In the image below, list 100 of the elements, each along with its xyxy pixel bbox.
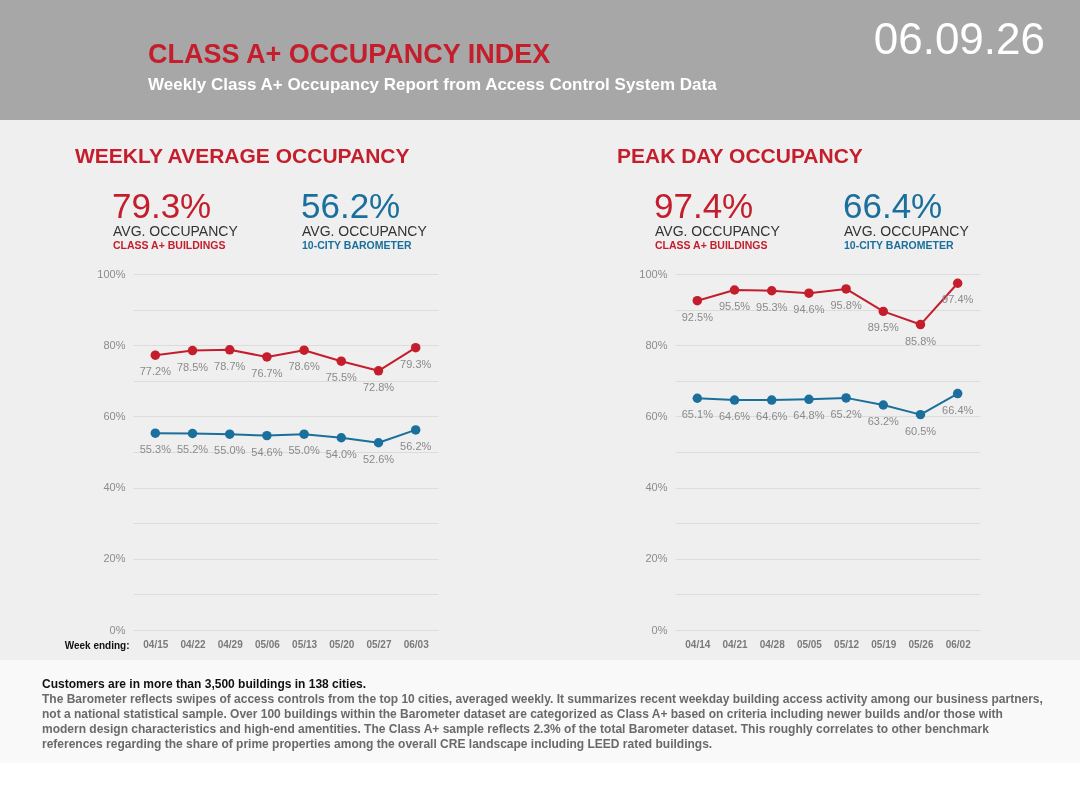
point: [299, 429, 309, 439]
point: [262, 352, 272, 362]
point: [878, 400, 889, 410]
point: [915, 319, 926, 330]
point: [224, 429, 235, 439]
point: [729, 395, 740, 405]
data-label: 55.0%: [288, 444, 320, 457]
y-tick-label: 20%: [645, 552, 668, 565]
x-tick-label: 04/28: [759, 638, 786, 650]
y-tick-label: 60%: [103, 409, 126, 422]
text: CLASS A+ OCCUPANCY INDEX: [148, 39, 551, 69]
point: [729, 285, 740, 295]
point: [766, 395, 777, 405]
y-tick-label: 100%: [639, 267, 668, 280]
data-label: 78.6%: [288, 360, 320, 373]
point: [373, 366, 384, 376]
y-tick-label: 80%: [103, 338, 126, 351]
x-tick-label: 05/06: [254, 638, 281, 650]
text: Customers are in more than 3,500 buildings in 138 cities.: [42, 677, 367, 691]
data-label: 64.6%: [718, 410, 751, 423]
x-tick-label: 04/22: [180, 638, 206, 650]
text: 06.09.26: [873, 14, 1045, 63]
x-tick-label: 06/03: [403, 638, 430, 650]
point: [373, 438, 384, 448]
data-label: 64.8%: [793, 409, 825, 422]
data-label: 95.8%: [830, 298, 862, 311]
y-tick-label: 40%: [645, 481, 668, 494]
data-label: 78.7%: [214, 359, 246, 372]
point: [952, 278, 963, 288]
data-label: 52.6%: [362, 452, 395, 465]
point: [410, 425, 421, 435]
x-tick-label: 05/20: [329, 638, 355, 650]
y-tick-label: 100%: [97, 267, 126, 280]
data-label: 94.6%: [793, 303, 825, 316]
data-label: 89.5%: [867, 321, 900, 334]
point: [262, 430, 272, 441]
y-tick-label: 40%: [103, 481, 126, 494]
text: Weekly Class A+ Occupancy Report from Access Control System Data: [148, 75, 718, 94]
data-label: 72.8%: [362, 380, 395, 393]
chart-title: PEAK DAY OCCUPANCY: [617, 144, 863, 167]
x-tick-label: 05/19: [871, 638, 897, 650]
text: CLASS A+ BUILDINGS: [113, 239, 226, 251]
x-tick-label: 06/02: [945, 638, 972, 650]
point: [299, 345, 309, 355]
y-tick-label: 20%: [103, 552, 126, 565]
text: 79.3%: [112, 186, 212, 225]
data-label: 66.4%: [942, 403, 974, 416]
point: [841, 284, 851, 294]
y-tick-label: 0%: [651, 623, 668, 636]
point: [766, 286, 777, 296]
y-tick-label: 60%: [645, 409, 668, 422]
data-label: 97.4%: [942, 293, 974, 306]
data-label: 63.2%: [867, 415, 900, 428]
text: 10-CITY BAROMETER: [844, 239, 954, 251]
data-label: 55.2%: [176, 443, 209, 456]
data-label: 64.6%: [756, 410, 788, 423]
data-label: 75.5%: [325, 371, 358, 384]
point: [804, 288, 814, 298]
text: 10-CITY BAROMETER: [302, 239, 412, 251]
data-label: 56.2%: [400, 439, 432, 452]
x-tick-label: 04/15: [143, 638, 169, 650]
point: [692, 393, 703, 403]
point: [336, 356, 347, 366]
x-axis-title: Week ending:: [64, 639, 130, 651]
y-tick-label: 0%: [109, 623, 126, 636]
data-label: 65.2%: [830, 407, 862, 420]
x-tick-label: 04/29: [217, 638, 244, 650]
point: [187, 428, 198, 439]
point: [336, 433, 347, 443]
x-tick-label: 05/27: [366, 638, 392, 650]
point: [841, 393, 851, 403]
text: 66.4%: [843, 186, 943, 225]
text: AVG. OCCUPANCY: [302, 223, 428, 239]
data-label: 78.5%: [176, 360, 209, 373]
data-label: 77.2%: [139, 365, 172, 378]
point: [187, 345, 198, 356]
point: [804, 394, 814, 405]
data-label: 54.6%: [251, 445, 283, 458]
chart-title: WEEKLY AVERAGE OCCUPANCY: [75, 144, 410, 167]
x-tick-label: 05/26: [908, 638, 934, 650]
x-tick-label: 05/12: [834, 638, 860, 650]
data-label: 85.8%: [904, 334, 937, 347]
point: [915, 409, 926, 420]
data-label: 95.3%: [756, 300, 788, 313]
data-label: 60.5%: [904, 424, 937, 437]
point: [692, 295, 703, 306]
x-tick-label: 04/21: [722, 638, 748, 650]
point: [150, 350, 161, 360]
point: [224, 345, 235, 355]
y-tick-label: 80%: [645, 338, 668, 351]
text: The Barometer reflects swipes of access controls from the top 10 cities, averaged weekly. It summarizes recent weekday building access activity among our business partners, not a national statistical sample. Over 100 buildings within the Barometer dataset are categorized as Class A+ based on criteria including newer builds and/or those with modern design characteristics and high-end amentities. The Class A+ sample reflects 2.3% of the total Barometer dataset. This roughly correlates to other benchmark references regarding the share of prime properties among the overall CRE landscape including LEED rated buildings.: [42, 692, 1043, 751]
text: AVG. OCCUPANCY: [655, 223, 781, 239]
data-label: 54.0%: [325, 447, 358, 460]
point: [952, 388, 963, 399]
x-tick-label: 05/13: [292, 638, 318, 650]
x-tick-label: 05/05: [796, 638, 823, 650]
text: AVG. OCCUPANCY: [113, 223, 239, 239]
data-label: 92.5%: [681, 310, 714, 323]
text: CLASS A+ BUILDINGS: [655, 239, 768, 251]
data-label: 55.3%: [139, 443, 172, 456]
